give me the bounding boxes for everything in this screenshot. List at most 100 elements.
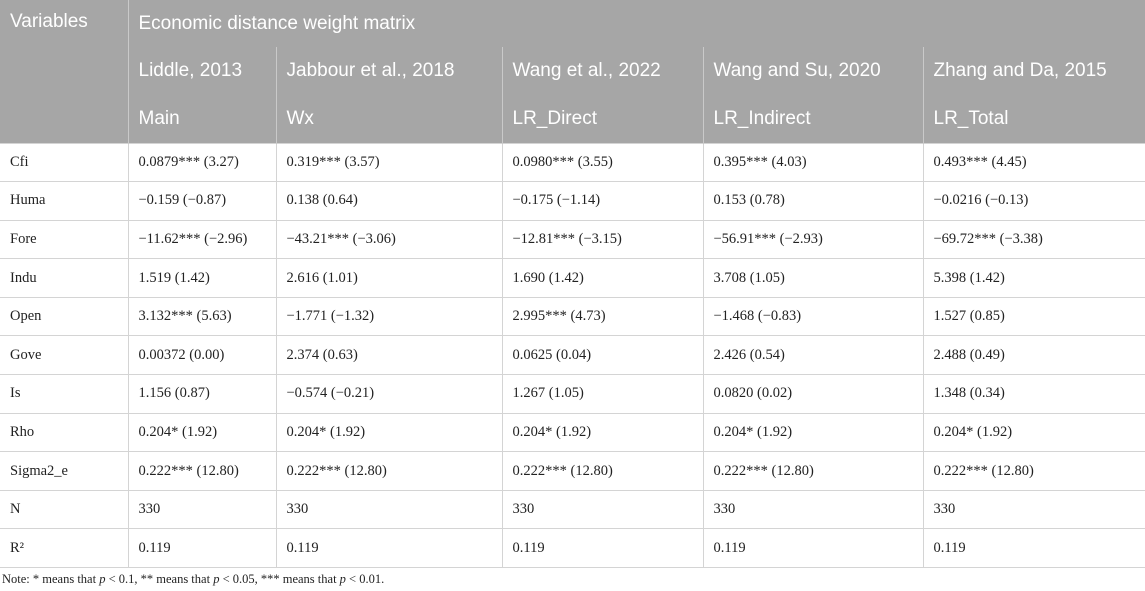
group-header: Economic distance weight matrix — [127, 0, 1145, 47]
coefficient-cell: 0.222*** (12.80) — [127, 451, 276, 491]
table-row: Is 1.156 (0.87) −0.574 (−0.21) 1.267 (1.05)… — [0, 374, 1145, 414]
coefficient-cell: 0.395*** (4.03) — [702, 142, 923, 182]
coefficient-cell: −1.468 (−0.83) — [702, 296, 923, 336]
coefficient-cell: 1.348 (0.34) — [922, 374, 1145, 414]
variable-name: Cfi — [0, 142, 128, 182]
coefficient-cell: 3.132*** (5.63) — [127, 296, 276, 336]
coefficient-cell: 0.119 — [501, 528, 703, 569]
table-row: R² 0.119 0.119 0.119 0.119 0.119 — [0, 528, 1145, 569]
table-header: Variables Economic distance weight matri… — [0, 0, 1145, 143]
coefficient-cell: 0.00372 (0.00) — [127, 335, 276, 375]
coefficient-cell: −0.574 (−0.21) — [275, 374, 502, 414]
note-p: p — [213, 572, 220, 586]
note-p: p — [99, 572, 106, 586]
coefficient-cell: 0.119 — [275, 528, 502, 569]
coefficient-cell: 330 — [127, 489, 276, 529]
variable-name: Is — [0, 374, 128, 414]
table-row: Huma −0.159 (−0.87) 0.138 (0.64) −0.175 (−1… — [0, 181, 1145, 221]
note-prefix: Note: * means that — [2, 572, 100, 586]
variable-name: N — [0, 489, 128, 529]
coefficient-cell: 2.426 (0.54) — [702, 335, 923, 375]
variable-name: Fore — [0, 219, 128, 259]
sources-row: Liddle, 2013 Jabbour et al., 2018 Wang et … — [0, 47, 1145, 95]
variables-header: Variables — [0, 0, 128, 143]
model-header: Wx — [275, 95, 502, 143]
note-threshold-1: < 0.1, ** means that — [105, 572, 214, 586]
coefficient-cell: 2.374 (0.63) — [275, 335, 502, 375]
coefficient-cell: −56.91*** (−2.93) — [702, 219, 923, 259]
coefficient-cell: 0.0625 (0.04) — [501, 335, 703, 375]
variable-name: Indu — [0, 258, 128, 298]
table-row: Indu 1.519 (1.42) 2.616 (1.01) 1.690 (1.42)… — [0, 258, 1145, 298]
table-row: Open 3.132*** (5.63) −1.771 (−1.32) 2.995**… — [0, 296, 1145, 336]
table-body: Cfi 0.0879*** (3.27) 0.319*** (3.57) 0.0980… — [0, 142, 1145, 569]
coefficient-cell: 0.204* (1.92) — [127, 412, 276, 452]
coefficient-cell: 0.204* (1.92) — [275, 412, 502, 452]
variable-name: Gove — [0, 335, 128, 375]
coefficient-cell: 2.488 (0.49) — [922, 335, 1145, 375]
model-header: Main — [127, 95, 276, 143]
coefficient-cell: 3.708 (1.05) — [702, 258, 923, 298]
coefficient-cell: 1.519 (1.42) — [127, 258, 276, 298]
coefficient-cell: −0.175 (−1.14) — [501, 181, 703, 221]
variable-name: Sigma2_e — [0, 451, 128, 491]
variable-name: R² — [0, 528, 128, 569]
coefficient-cell: −69.72*** (−3.38) — [922, 219, 1145, 259]
note-p: p — [339, 572, 346, 586]
table-row: Fore −11.62*** (−2.96) −43.21*** (−3.06) −1… — [0, 219, 1145, 259]
coefficient-cell: 1.527 (0.85) — [922, 296, 1145, 336]
coefficient-cell: 0.222*** (12.80) — [702, 451, 923, 491]
table-row: N 330 330 330 330 330 — [0, 489, 1145, 529]
coefficient-cell: 0.119 — [702, 528, 923, 569]
table-note: Note: * means that p < 0.1, ** means tha… — [2, 572, 384, 587]
note-threshold-2: < 0.05, *** means that — [219, 572, 340, 586]
coefficient-cell: 0.222*** (12.80) — [922, 451, 1145, 491]
coefficient-cell: 0.0820 (0.02) — [702, 374, 923, 414]
note-threshold-3: < 0.01. — [345, 572, 385, 586]
coefficient-cell: 330 — [922, 489, 1145, 529]
coefficient-cell: 0.0980*** (3.55) — [501, 142, 703, 182]
coefficient-cell: −43.21*** (−3.06) — [275, 219, 502, 259]
model-header: LR_Total — [922, 95, 1145, 143]
coefficient-cell: −1.771 (−1.32) — [275, 296, 502, 336]
coefficient-cell: 2.616 (1.01) — [275, 258, 502, 298]
source-header: Liddle, 2013 — [127, 47, 276, 95]
coefficient-cell: 0.119 — [127, 528, 276, 569]
coefficient-cell: 0.204* (1.92) — [702, 412, 923, 452]
coefficient-cell: 0.319*** (3.57) — [275, 142, 502, 182]
coefficient-cell: 0.153 (0.78) — [702, 181, 923, 221]
coefficient-cell: 2.995*** (4.73) — [501, 296, 703, 336]
variable-name: Rho — [0, 412, 128, 452]
coefficient-cell: −11.62*** (−2.96) — [127, 219, 276, 259]
table-row: Cfi 0.0879*** (3.27) 0.319*** (3.57) 0.0980… — [0, 142, 1145, 182]
coefficient-cell: 0.204* (1.92) — [922, 412, 1145, 452]
coefficient-cell: 0.222*** (12.80) — [501, 451, 703, 491]
coefficient-cell: 0.119 — [922, 528, 1145, 569]
coefficient-cell: 1.267 (1.05) — [501, 374, 703, 414]
source-header: Jabbour et al., 2018 — [275, 47, 502, 95]
model-header: LR_Indirect — [702, 95, 923, 143]
coefficient-cell: 1.690 (1.42) — [501, 258, 703, 298]
coefficient-cell: 330 — [501, 489, 703, 529]
source-header: Wang et al., 2022 — [501, 47, 703, 95]
table-row: Gove 0.00372 (0.00) 2.374 (0.63) 0.0625 (0.… — [0, 335, 1145, 375]
source-header: Wang and Su, 2020 — [702, 47, 923, 95]
coefficient-cell: 0.204* (1.92) — [501, 412, 703, 452]
coefficient-cell: −0.159 (−0.87) — [127, 181, 276, 221]
model-header: LR_Direct — [501, 95, 703, 143]
coefficient-cell: 0.222*** (12.80) — [275, 451, 502, 491]
coefficient-cell: 1.156 (0.87) — [127, 374, 276, 414]
regression-table: Variables Economic distance weight matri… — [0, 0, 1145, 569]
variable-name: Huma — [0, 181, 128, 221]
source-header: Zhang and Da, 2015 — [922, 47, 1145, 95]
coefficient-cell: 5.398 (1.42) — [922, 258, 1145, 298]
models-row: Main Wx LR_Direct LR_Indirect LR_Total — [0, 95, 1145, 143]
coefficient-cell: 0.0879*** (3.27) — [127, 142, 276, 182]
coefficient-cell: 0.138 (0.64) — [275, 181, 502, 221]
table-row: Rho 0.204* (1.92) 0.204* (1.92) 0.204* (1.9… — [0, 412, 1145, 452]
coefficient-cell: −12.81*** (−3.15) — [501, 219, 703, 259]
coefficient-cell: 330 — [702, 489, 923, 529]
coefficient-cell: −0.0216 (−0.13) — [922, 181, 1145, 221]
coefficient-cell: 330 — [275, 489, 502, 529]
table-row: Sigma2_e 0.222*** (12.80) 0.222*** (12.80)… — [0, 451, 1145, 491]
